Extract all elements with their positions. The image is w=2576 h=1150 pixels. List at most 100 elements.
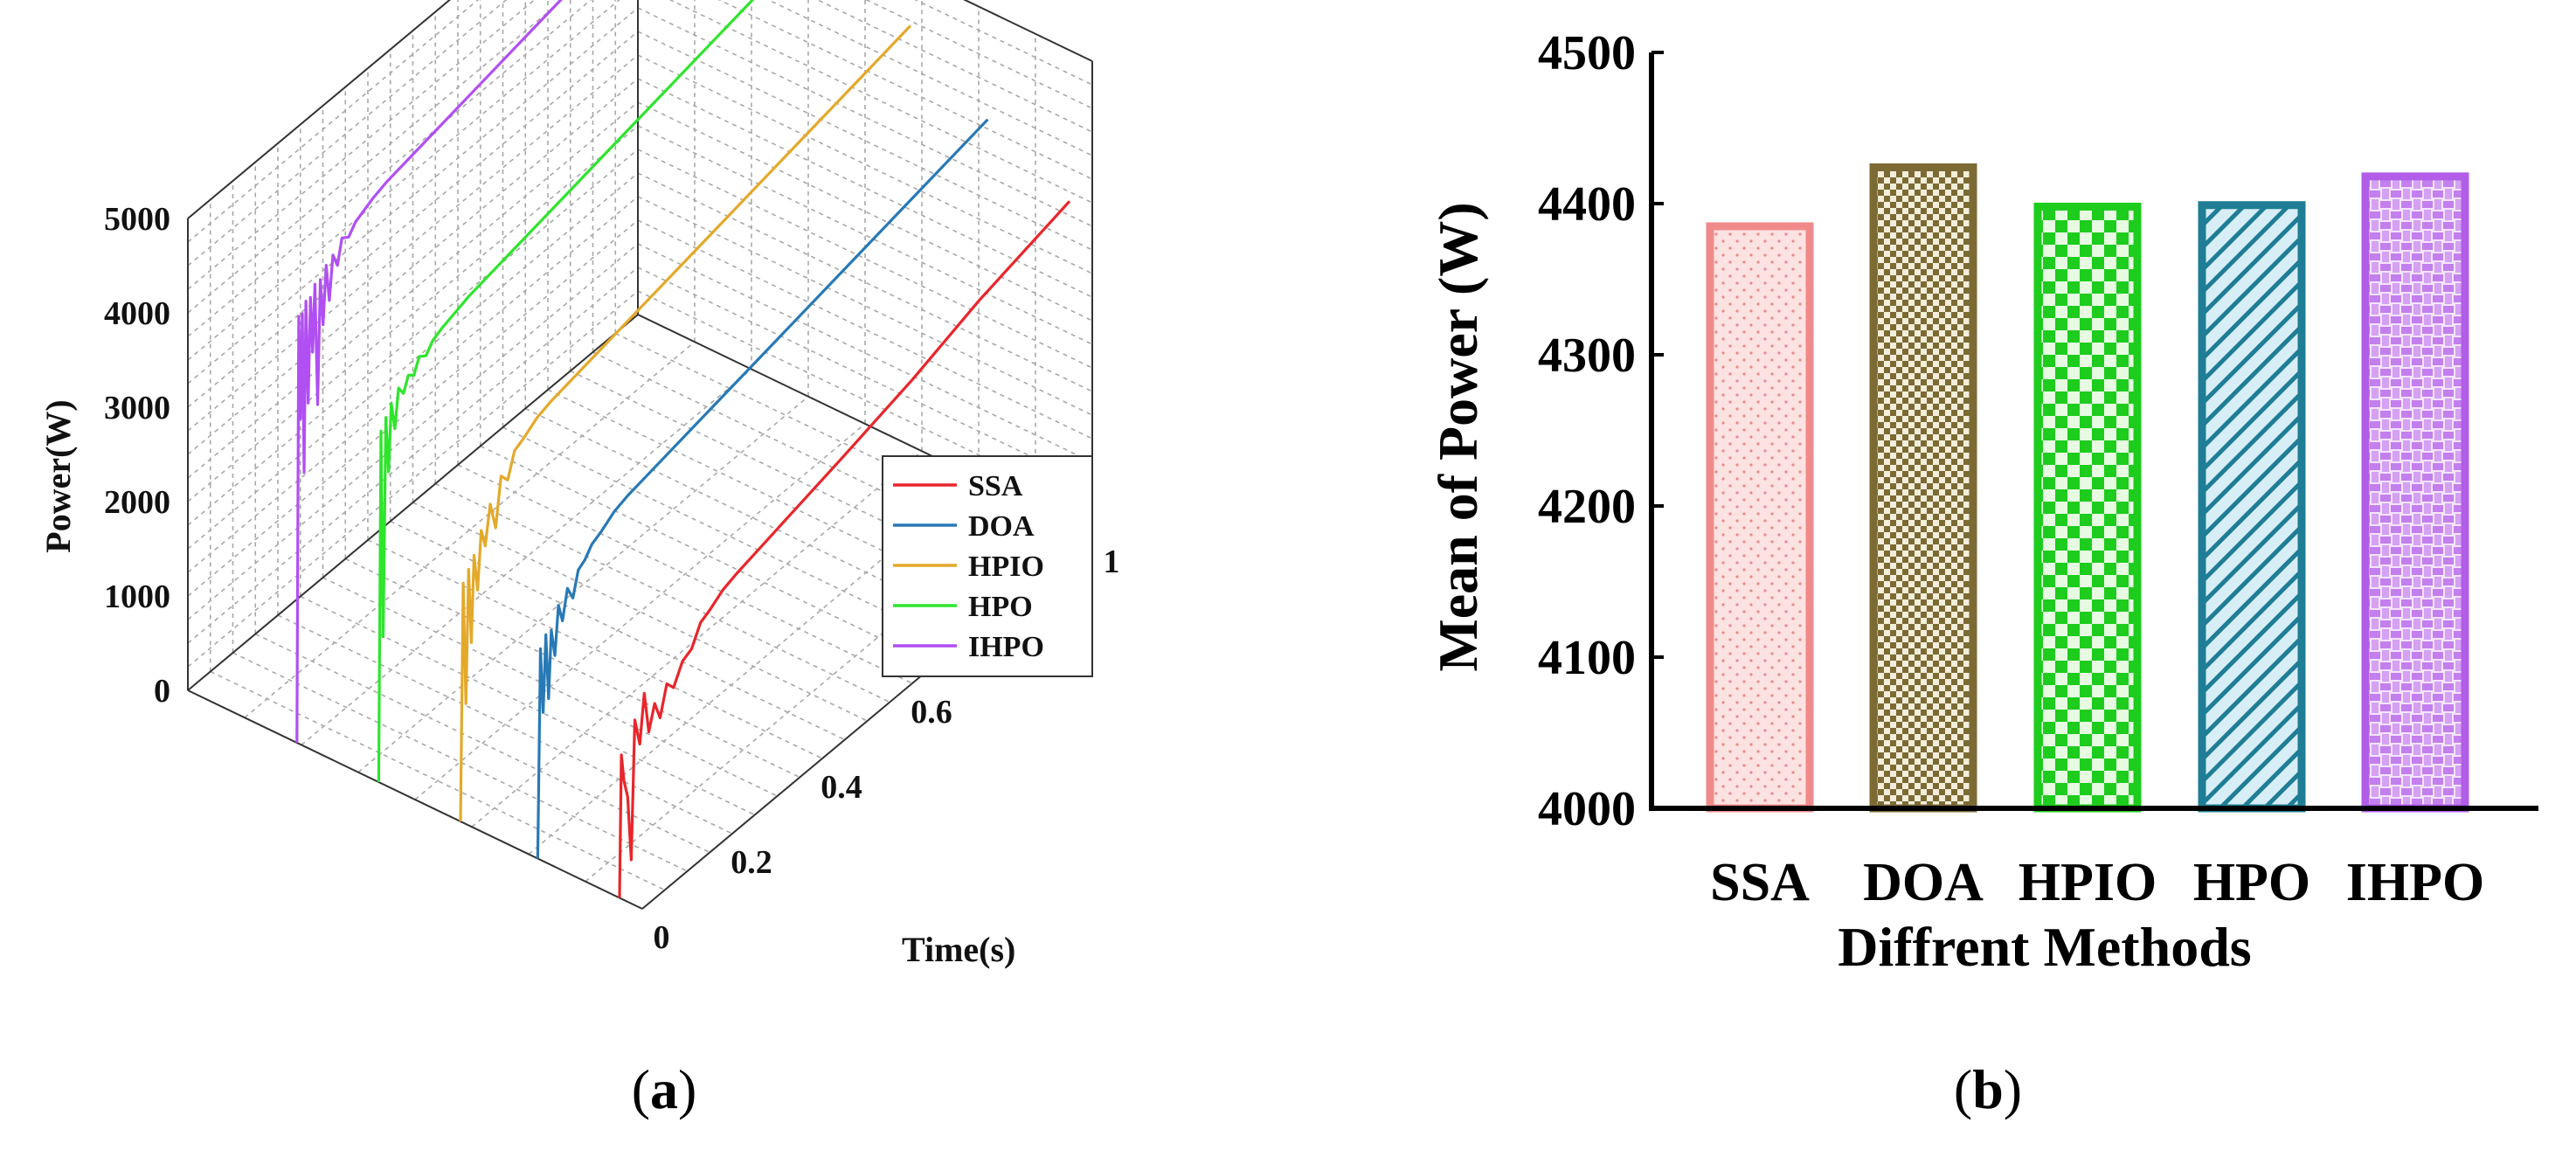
category-label-doa: DOA <box>1863 853 1984 912</box>
grid-line <box>232 652 688 872</box>
grid-line <box>865 0 1093 109</box>
series-ssa <box>618 200 1071 898</box>
legend-label-ihpo: IHPO <box>968 631 1044 663</box>
xlabel-methods: Diffrent Methods <box>1838 916 2251 978</box>
grid-line <box>187 7 639 384</box>
ylabel-mean-power: Mean of Power (W) <box>1427 202 1489 671</box>
xlabel-time: Time(s) <box>902 930 1015 969</box>
grid-line <box>254 633 710 854</box>
grid-line <box>637 219 1093 440</box>
grid-line <box>322 577 778 797</box>
grid-line <box>187 0 536 290</box>
bar-ssa <box>1706 222 1814 813</box>
back-walls-grid <box>187 0 1093 910</box>
category-label-hpio: HPIO <box>2019 853 2157 912</box>
grid-line <box>277 614 733 835</box>
z-tick-label: 3000 <box>104 390 170 426</box>
z-tick-label: 0 <box>154 673 170 710</box>
grid-line <box>637 149 1093 369</box>
grid-line <box>367 539 823 759</box>
panel-b-bar-chart: 4000 4100 4200 4300 4400 4500 SSA DOA HPIO HPO IH… <box>1427 26 2538 978</box>
grid-line <box>357 396 809 773</box>
bar-ihpo <box>2361 172 2469 813</box>
caption-a: (a) <box>632 1058 697 1120</box>
grid-line <box>637 7 1093 227</box>
bars <box>1706 163 2469 813</box>
grid-line <box>187 54 639 432</box>
x-tick-label: 0.4 <box>821 769 862 806</box>
grid-line <box>187 0 480 243</box>
grid-line <box>187 78 639 455</box>
ylabel-power: Power(W) <box>38 399 78 552</box>
series-ihpo <box>295 0 563 744</box>
grid-line <box>585 505 1036 883</box>
grid-line <box>187 290 639 668</box>
grid-line <box>637 101 1093 322</box>
legend: SSA DOA HPIO HPO IHPO <box>882 455 1093 677</box>
grid-line <box>637 125 1093 345</box>
grid-line <box>637 243 1093 463</box>
grid-line <box>187 101 639 479</box>
grid-line <box>528 477 980 856</box>
grid-line <box>187 267 639 644</box>
x-tick-label: 0.6 <box>911 694 952 731</box>
series-lines <box>295 0 1071 898</box>
grid-line <box>210 670 666 891</box>
legend-label-hpio: HPIO <box>968 551 1044 583</box>
y-tick-label: 4200 <box>1538 480 1636 534</box>
series-hpo <box>377 0 755 783</box>
grid-line <box>637 196 1093 416</box>
grid-line <box>668 0 1093 204</box>
y-tick-label: 4300 <box>1538 329 1636 383</box>
grid-line <box>502 426 958 647</box>
grid-line <box>187 196 639 573</box>
z-tick-label: 4000 <box>104 295 170 332</box>
category-label-ssa: SSA <box>1710 853 1810 912</box>
grid-line <box>637 31 1093 251</box>
legend-label-doa: DOA <box>968 510 1035 543</box>
grid-line <box>471 450 923 828</box>
legend-items: SSA DOA HPIO HPO IHPO <box>893 470 1044 663</box>
grid-line <box>187 172 639 550</box>
legend-label-hpo: HPO <box>968 591 1033 623</box>
grid-line <box>187 0 592 337</box>
grid-line <box>244 341 696 718</box>
z-tick-label: 1000 <box>104 578 170 615</box>
series-doa <box>536 118 989 859</box>
grid-line <box>187 31 639 408</box>
x-tick-label: 0 <box>654 919 670 956</box>
grid-line <box>414 423 866 800</box>
grid-line <box>187 243 639 620</box>
grid-line <box>637 172 1093 392</box>
grid-line <box>344 558 800 779</box>
grid-line <box>480 445 936 666</box>
grid-line <box>434 482 890 703</box>
category-label-ihpo: IHPO <box>2346 853 2484 912</box>
bar-hpio <box>2033 202 2142 813</box>
grid-line <box>187 0 620 361</box>
grid-line <box>187 0 508 267</box>
category-labels: SSA DOA HPIO HPO IHPO <box>1710 853 2484 912</box>
y-tick-label: 4000 <box>1538 782 1636 836</box>
grid-line <box>816 0 1093 133</box>
y-tick-label: 4400 <box>1538 177 1636 232</box>
frame-edge <box>963 0 1093 62</box>
category-label-hpo: HPO <box>2193 853 2310 912</box>
y-tick-label: 4100 <box>1538 631 1636 685</box>
bar-hpo <box>2198 201 2306 813</box>
x-tick-label: 1 <box>1104 544 1120 580</box>
grid-line <box>187 149 639 526</box>
grid-line <box>717 0 1093 180</box>
legend-label-ssa: SSA <box>968 470 1023 502</box>
z-tick-label: 5000 <box>104 201 170 238</box>
grid-line <box>412 502 868 722</box>
grid-line <box>187 0 564 314</box>
z-tick-label: 2000 <box>104 484 170 521</box>
grid-line <box>187 219 639 597</box>
grid-line <box>766 0 1093 156</box>
grid-line <box>637 267 1093 487</box>
grid-line <box>637 54 1093 274</box>
